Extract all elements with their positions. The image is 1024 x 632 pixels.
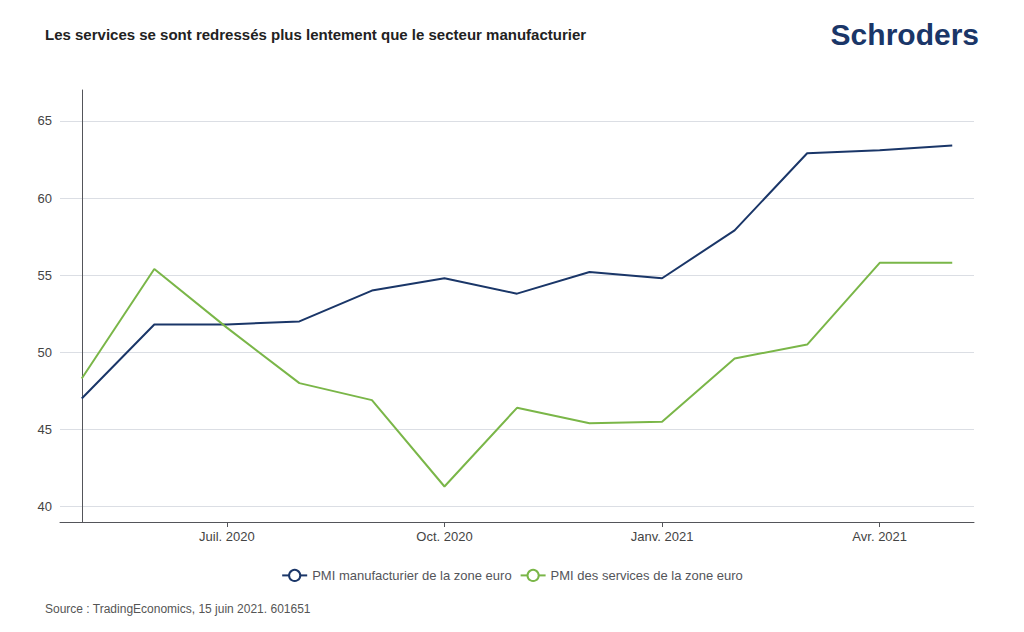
svg-text:Source : TradingEconomics, 15: Source : TradingEconomics, 15 juin 2021.…: [45, 602, 311, 616]
svg-text:50: 50: [38, 345, 52, 360]
svg-text:Les services se sont redressés: Les services se sont redressés plus lent…: [45, 26, 586, 43]
svg-text:Janv. 2021: Janv. 2021: [631, 529, 694, 544]
svg-text:Schroders: Schroders: [831, 18, 979, 51]
svg-text:60: 60: [38, 191, 52, 206]
svg-text:PMI des services de la zone eu: PMI des services de la zone euro: [551, 568, 743, 583]
svg-text:40: 40: [38, 499, 52, 514]
svg-text:55: 55: [38, 268, 52, 283]
svg-text:Oct. 2020: Oct. 2020: [416, 529, 472, 544]
svg-text:PMI manufacturier de la zone e: PMI manufacturier de la zone euro: [312, 568, 511, 583]
svg-text:Juil. 2020: Juil. 2020: [199, 529, 255, 544]
svg-text:Avr. 2021: Avr. 2021: [852, 529, 907, 544]
svg-text:45: 45: [38, 422, 52, 437]
svg-text:65: 65: [38, 113, 52, 128]
